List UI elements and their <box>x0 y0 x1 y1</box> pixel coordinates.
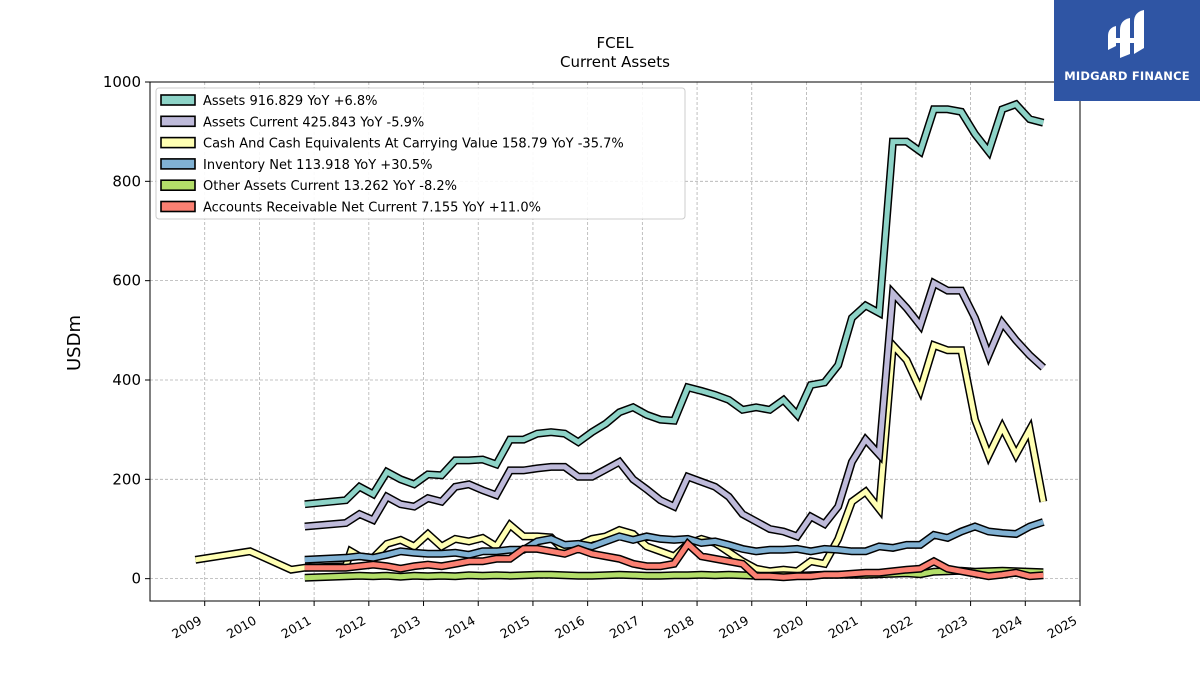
legend-label: Assets 916.829 YoY +6.8% <box>203 94 378 109</box>
x-tick-label: 2017 <box>607 613 642 642</box>
brand-name: MIDGARD FINANCE <box>1064 69 1190 83</box>
x-tick-label: 2020 <box>771 613 806 642</box>
legend-label: Cash And Cash Equivalents At Carrying Va… <box>203 137 624 152</box>
legend-box <box>155 87 686 220</box>
series-outline <box>304 277 1046 542</box>
series-cash-and-cash-equivalents-at-carrying-value <box>194 335 1048 576</box>
x-tick-label: 2016 <box>552 613 587 642</box>
y-axis-label: USDm <box>64 315 85 371</box>
series-accounts-receivable-net-current <box>304 537 1044 582</box>
x-tick-label: 2013 <box>388 613 423 642</box>
x-tick-label: 2015 <box>497 613 532 642</box>
x-tick-label: 2018 <box>662 613 697 642</box>
series-line <box>304 568 1044 581</box>
x-tick-label: 2019 <box>716 613 751 642</box>
legend-swatch <box>160 115 196 128</box>
x-tick-label: 2021 <box>826 613 861 642</box>
legend-swatch <box>160 94 196 106</box>
series-other-assets-current <box>304 566 1044 582</box>
series-line <box>304 540 1044 580</box>
x-tick-label: 2014 <box>443 613 478 642</box>
chart-title: FCEL <box>597 34 635 52</box>
x-tick-label: 2023 <box>935 613 970 642</box>
x-tick-label: 2024 <box>990 613 1025 642</box>
axes-frame <box>149 81 1081 602</box>
series-line <box>195 339 1046 574</box>
series-lines <box>194 99 1048 582</box>
series-line <box>304 279 1045 540</box>
series-assets-current <box>304 277 1046 542</box>
y-tick-label: 0 <box>131 570 141 588</box>
y-tick-label: 200 <box>112 470 141 488</box>
series-line <box>304 101 1044 507</box>
legend-swatch <box>160 200 196 213</box>
y-tick-label: 800 <box>112 172 141 190</box>
legend-label: Inventory Net 113.918 YoY +30.5% <box>203 158 433 173</box>
brand-mark-icon <box>1108 10 1144 58</box>
y-tick-label: 1000 <box>103 73 141 91</box>
x-tick-label: 2009 <box>169 613 204 642</box>
chart-subtitle: Current Assets <box>560 53 670 71</box>
y-tick-label: 400 <box>112 371 141 389</box>
brand-logo: MIDGARD FINANCE <box>1054 0 1200 101</box>
legend-swatch <box>160 158 196 170</box>
legend-swatch <box>160 179 196 191</box>
legend: Assets 916.829 YoY +6.8% Assets Current 4… <box>155 87 686 220</box>
legend-label: Other Assets Current 13.262 YoY -8.2% <box>203 179 457 194</box>
y-tick-label: 600 <box>112 272 141 290</box>
x-tick-label: 2012 <box>333 613 368 642</box>
x-tick-label: 2010 <box>224 613 259 642</box>
legend-swatch <box>160 136 196 149</box>
legend-label: Assets Current 425.843 YoY -5.9% <box>203 115 424 130</box>
series-assets <box>304 99 1045 509</box>
x-tick-label: 2022 <box>880 613 915 642</box>
x-tick-label: 2025 <box>1044 613 1079 642</box>
x-tick-label: 2011 <box>279 613 314 642</box>
legend-label: Accounts Receivable Net Current 7.155 Yo… <box>203 201 541 216</box>
